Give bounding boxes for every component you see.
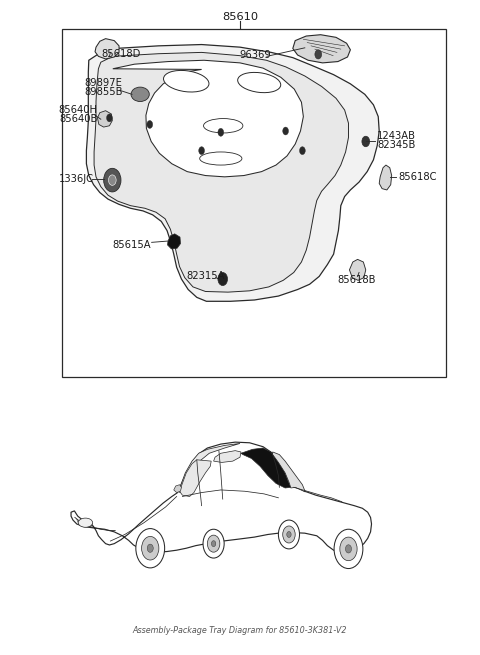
Polygon shape (174, 485, 181, 493)
Polygon shape (97, 111, 112, 127)
Text: 85618B: 85618B (337, 275, 375, 286)
Ellipse shape (164, 71, 209, 92)
Text: 85615A: 85615A (113, 240, 151, 250)
Text: 85618D: 85618D (102, 49, 141, 60)
Circle shape (211, 540, 216, 547)
Circle shape (346, 545, 351, 553)
Circle shape (199, 147, 204, 155)
Polygon shape (180, 460, 211, 496)
Polygon shape (86, 45, 379, 301)
Circle shape (147, 121, 153, 128)
Bar (62, 29, 446, 377)
Circle shape (300, 147, 305, 155)
Ellipse shape (204, 119, 243, 133)
Circle shape (334, 529, 363, 569)
Circle shape (107, 114, 112, 122)
Text: 89897E: 89897E (84, 77, 122, 88)
Ellipse shape (78, 518, 93, 527)
Text: 89855B: 89855B (84, 86, 122, 97)
Circle shape (283, 127, 288, 135)
Polygon shape (179, 443, 240, 493)
Text: 1336JC: 1336JC (60, 174, 94, 185)
Polygon shape (293, 35, 350, 63)
Circle shape (315, 50, 322, 59)
Circle shape (142, 536, 159, 560)
Circle shape (104, 168, 121, 192)
Polygon shape (94, 52, 348, 292)
Circle shape (218, 272, 228, 286)
Text: 96369: 96369 (240, 50, 271, 60)
Polygon shape (349, 259, 366, 280)
Circle shape (203, 529, 224, 558)
Text: 82315A: 82315A (186, 271, 225, 282)
Circle shape (362, 136, 370, 147)
Ellipse shape (131, 87, 149, 102)
Text: 85610: 85610 (222, 12, 258, 22)
Ellipse shape (238, 73, 281, 92)
Text: 85618C: 85618C (398, 172, 437, 182)
Circle shape (287, 531, 291, 538)
Polygon shape (273, 452, 305, 492)
Text: 1243AB: 1243AB (377, 131, 416, 141)
Text: 85640H: 85640H (59, 105, 98, 115)
Text: 85640B: 85640B (59, 114, 97, 124)
Circle shape (340, 537, 357, 561)
Polygon shape (241, 448, 291, 488)
Circle shape (283, 526, 295, 543)
Polygon shape (168, 234, 180, 249)
Polygon shape (113, 60, 303, 177)
Circle shape (108, 175, 116, 185)
Circle shape (147, 544, 153, 552)
Polygon shape (379, 165, 392, 190)
Circle shape (136, 529, 165, 568)
Circle shape (218, 128, 224, 136)
Polygon shape (95, 39, 119, 59)
Circle shape (207, 535, 220, 552)
Text: Assembly-Package Tray Diagram for 85610-3K381-V2: Assembly-Package Tray Diagram for 85610-… (133, 626, 347, 635)
Polygon shape (71, 442, 372, 552)
Circle shape (278, 520, 300, 549)
Text: 82345B: 82345B (377, 140, 416, 151)
Ellipse shape (200, 152, 242, 165)
Polygon shape (214, 451, 241, 462)
